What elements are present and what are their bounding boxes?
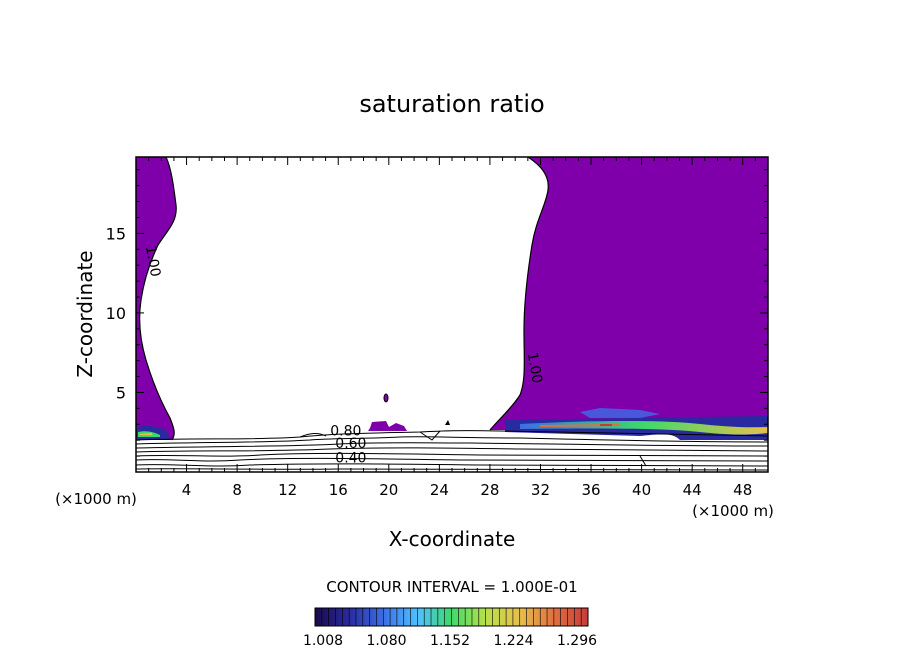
plot-area <box>136 157 768 471</box>
colorbar-labels: 1.008 1.080 1.152 1.224 1.296 <box>303 633 597 649</box>
saturation-fill-left <box>136 157 177 440</box>
contour-label: 0.40 <box>335 450 366 466</box>
x-tick-label: 16 <box>329 481 348 499</box>
saturation-blob <box>383 393 389 403</box>
x-tick-label: 24 <box>430 481 449 499</box>
x-tick-label: 28 <box>480 481 499 499</box>
chart-title: saturation ratio <box>359 90 544 118</box>
colorbar-label: 1.296 <box>557 633 597 649</box>
colorbar-label: 1.152 <box>430 633 470 649</box>
x-unit-left: (×1000 m) <box>55 490 137 508</box>
x-axis-label: X-coordinate <box>389 527 516 551</box>
x-tick-labels: 4 8 12 16 20 24 28 32 36 40 44 48 <box>182 481 752 499</box>
y-tick-label: 10 <box>106 304 126 323</box>
contour-labels: 1.00 1.00 0.800.600.40 <box>142 245 545 467</box>
high-value-bands <box>136 408 768 440</box>
y-tick-label: 15 <box>106 224 126 243</box>
y-tick-label: 5 <box>116 383 126 402</box>
colorbar-label: 1.080 <box>366 633 406 649</box>
x-tick-label: 48 <box>733 481 752 499</box>
x-tick-label: 20 <box>379 481 398 499</box>
contour-interval-label: CONTOUR INTERVAL = 1.000E-01 <box>326 578 577 596</box>
saturation-blob <box>445 420 450 425</box>
contour-lines <box>136 430 768 471</box>
contour-label: 1.00 <box>524 351 545 384</box>
x-tick-label: 36 <box>581 481 600 499</box>
y-axis-label: Z-coordinate <box>73 250 97 377</box>
x-tick-label: 8 <box>232 481 242 499</box>
contour-lines <box>139 157 549 441</box>
x-tick-label: 44 <box>683 481 702 499</box>
x-tick-label: 4 <box>182 481 192 499</box>
axis-ticks <box>136 157 768 472</box>
contour-label: 0.60 <box>335 436 366 452</box>
saturation-blob <box>368 421 407 431</box>
x-tick-label: 40 <box>632 481 651 499</box>
x-unit-right: (×1000 m) <box>692 502 774 520</box>
colorbar-label: 1.008 <box>303 633 343 649</box>
contour-label: 0.80 <box>330 423 361 439</box>
y-tick-labels: 5 10 15 <box>106 224 126 402</box>
colorbar-label: 1.224 <box>493 633 533 649</box>
saturation-fill-right <box>490 157 768 430</box>
x-tick-label: 12 <box>278 481 297 499</box>
colorbar-ticks <box>321 608 582 626</box>
contour-label: 1.00 <box>142 245 163 278</box>
x-tick-label: 32 <box>531 481 550 499</box>
